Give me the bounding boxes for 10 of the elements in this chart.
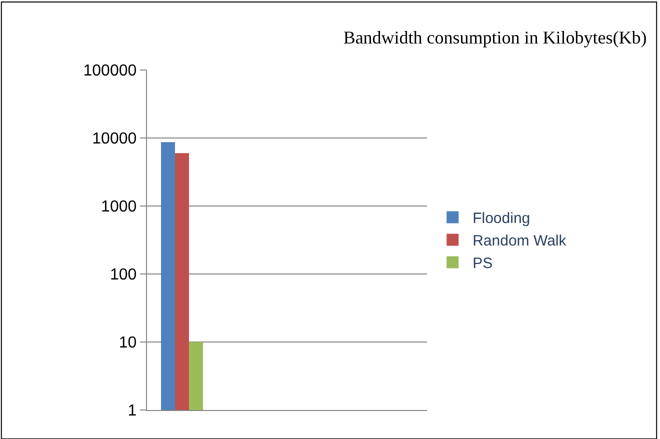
y-tick-label: 10 — [118, 334, 137, 352]
text: Bandwidth consumption in Kilobytes(Kb) — [343, 27, 647, 48]
y-tick-label: 1 — [128, 402, 137, 420]
y-tick-label: 100000 — [83, 62, 137, 80]
y-tick-label: 1000 — [101, 198, 137, 216]
legend-label: Random Walk — [472, 232, 567, 250]
legend-label: PS — [472, 255, 493, 272]
y-tick-label: 100 — [110, 266, 137, 284]
y-tick-label: 10000 — [92, 130, 137, 148]
legend-label: Flooding — [472, 210, 530, 228]
